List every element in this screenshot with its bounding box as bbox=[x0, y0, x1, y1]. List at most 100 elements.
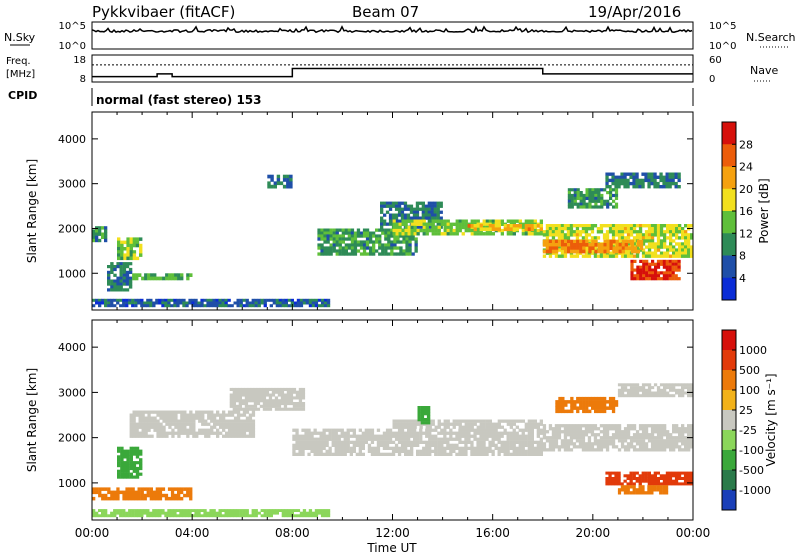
heatmap-cell bbox=[155, 511, 159, 515]
heatmap-cell bbox=[594, 202, 598, 206]
heatmap-cell bbox=[289, 181, 293, 186]
heatmap-cell bbox=[388, 207, 393, 211]
heatmap-cell bbox=[132, 469, 137, 473]
heatmap-cell bbox=[641, 427, 646, 431]
heatmap-cell bbox=[247, 404, 252, 408]
heatmap-cell bbox=[304, 440, 308, 444]
heatmap-cell bbox=[197, 514, 201, 518]
heatmap-cell bbox=[635, 477, 639, 480]
heatmap-cell bbox=[319, 446, 323, 450]
heatmap-cell bbox=[584, 236, 589, 240]
heatmap-cell bbox=[286, 174, 290, 179]
heatmap-cell bbox=[443, 431, 447, 435]
heatmap-cell bbox=[606, 191, 610, 195]
heatmap-cell bbox=[173, 511, 177, 515]
heatmap-cell bbox=[191, 301, 195, 305]
heatmap-cell bbox=[539, 422, 543, 426]
heatmap-cell bbox=[476, 431, 480, 435]
heatmap-cell bbox=[654, 277, 658, 281]
heatmap-cell bbox=[107, 304, 111, 308]
heatmap-cell bbox=[186, 431, 190, 435]
heatmap-cell bbox=[527, 224, 531, 228]
heatmap-cell bbox=[564, 239, 568, 244]
heatmap-cell bbox=[684, 442, 688, 446]
heatmap-cell bbox=[614, 191, 619, 195]
heatmap-cell bbox=[241, 387, 245, 391]
heatmap-cell bbox=[272, 509, 276, 512]
heatmap-cell bbox=[608, 427, 613, 431]
heatmap-cell bbox=[473, 227, 477, 232]
heatmap-cell bbox=[584, 430, 589, 434]
heatmap-cell bbox=[385, 446, 390, 450]
heatmap-cell bbox=[578, 439, 583, 443]
heatmap-cell bbox=[485, 219, 489, 223]
heatmap-cell bbox=[260, 509, 264, 512]
heatmap-cell bbox=[515, 431, 519, 435]
heatmap-cell bbox=[659, 185, 663, 189]
heatmap-cell bbox=[632, 471, 636, 475]
heatmap-cell bbox=[198, 419, 202, 423]
heatmap-cell bbox=[651, 271, 655, 275]
heatmap-cell bbox=[641, 236, 646, 240]
heatmap-cell bbox=[420, 418, 425, 422]
heatmap-cell bbox=[626, 227, 631, 231]
heatmap-cell bbox=[397, 219, 402, 223]
heatmap-cell bbox=[491, 422, 495, 426]
heatmap-cell bbox=[203, 304, 207, 308]
heatmap-cell bbox=[328, 446, 332, 450]
heatmap-cell bbox=[278, 301, 282, 305]
heatmap-cell bbox=[663, 424, 667, 428]
heatmap-cell bbox=[382, 452, 387, 456]
heatmap-cell bbox=[681, 383, 685, 387]
heatmap-cell bbox=[349, 428, 353, 432]
heatmap-cell bbox=[681, 394, 685, 398]
heatmap-cell bbox=[177, 496, 181, 501]
heatmap-cell bbox=[282, 174, 287, 179]
heatmap-cell bbox=[626, 230, 631, 234]
heatmap-cell bbox=[663, 242, 667, 246]
heatmap-cell bbox=[476, 228, 480, 233]
heatmap-cell bbox=[584, 448, 589, 452]
heatmap-cell bbox=[416, 443, 420, 447]
heatmap-cell bbox=[617, 227, 622, 231]
heatmap-cell bbox=[434, 225, 438, 230]
heatmap-cell bbox=[636, 249, 641, 254]
heatmap-cell bbox=[244, 393, 249, 397]
heatmap-cell bbox=[239, 428, 244, 432]
heatmap-cell bbox=[614, 471, 618, 475]
heatmap-cell bbox=[110, 262, 114, 266]
heatmap-cell bbox=[329, 234, 333, 238]
heatmap-cell bbox=[455, 434, 459, 438]
heatmap-cell bbox=[645, 271, 649, 275]
heatmap-cell bbox=[668, 265, 672, 269]
heatmap-cell bbox=[651, 262, 655, 266]
heatmap-cell bbox=[92, 511, 96, 515]
heatmap-cell bbox=[617, 230, 622, 234]
heatmap-cell bbox=[235, 390, 239, 394]
heatmap-cell bbox=[579, 403, 583, 407]
heatmap-cell bbox=[301, 446, 305, 450]
heatmap-cell bbox=[134, 304, 138, 308]
heatmap-cell bbox=[597, 249, 601, 254]
heatmap-cell bbox=[128, 267, 133, 272]
heatmap-cell bbox=[578, 436, 583, 440]
heatmap-cell bbox=[485, 227, 489, 232]
heatmap-cell bbox=[623, 448, 628, 452]
heatmap-cell bbox=[424, 213, 428, 217]
heatmap-cell bbox=[384, 234, 388, 238]
heatmap-cell bbox=[236, 304, 240, 308]
heatmap-cell bbox=[125, 514, 129, 518]
heatmap-cell bbox=[268, 404, 273, 408]
heatmap-cell bbox=[413, 419, 417, 423]
heatmap-cell bbox=[421, 207, 425, 211]
heatmap-cell bbox=[395, 422, 399, 426]
heatmap-cell bbox=[129, 240, 133, 245]
heatmap-cell bbox=[563, 233, 568, 237]
heatmap-cell bbox=[681, 433, 685, 437]
heatmap-cell bbox=[159, 434, 163, 438]
heatmap-cell bbox=[524, 440, 528, 444]
heatmap-cell bbox=[320, 304, 325, 308]
heatmap-cell bbox=[381, 252, 385, 256]
heatmap-cell bbox=[539, 224, 543, 228]
heatmap-cell bbox=[671, 482, 676, 486]
